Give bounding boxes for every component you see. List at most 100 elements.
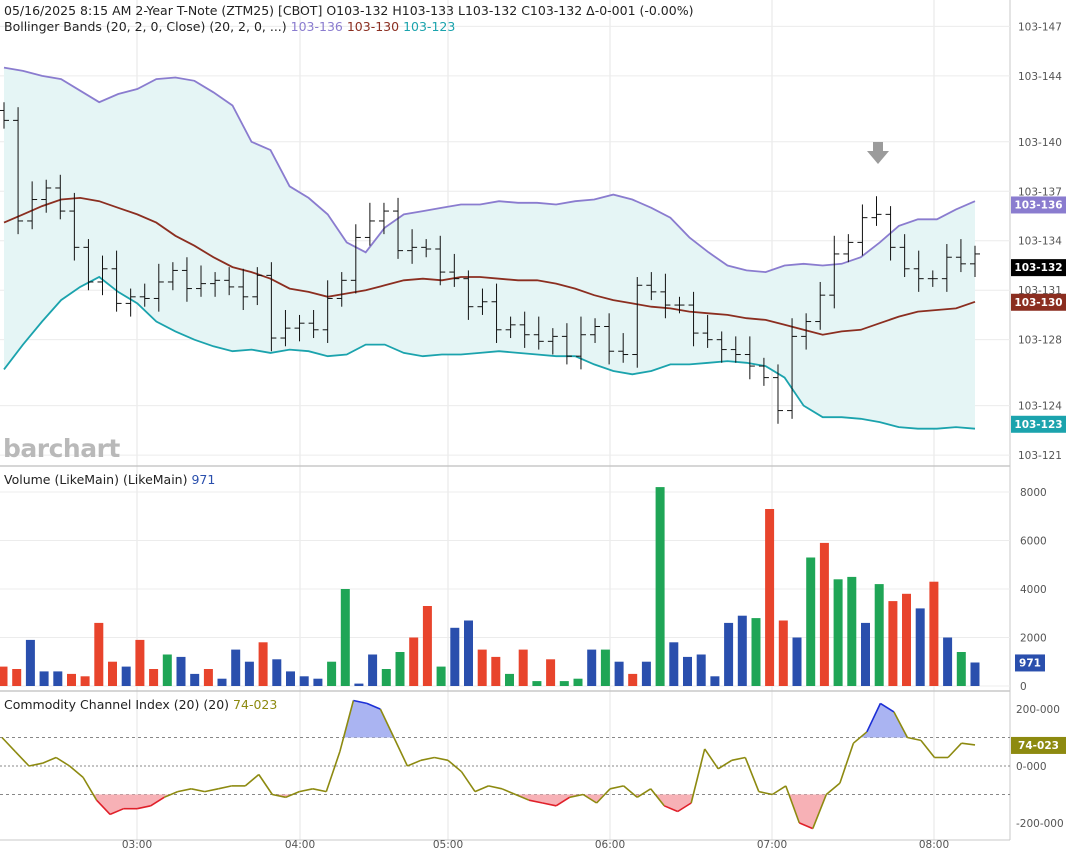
bollinger-lower-value: 103-123	[403, 19, 456, 34]
volume-bar	[806, 557, 816, 686]
cci-line-segment	[393, 737, 409, 767]
price-bar	[449, 253, 460, 287]
volume-bar	[915, 608, 925, 686]
cci-line-segment	[177, 788, 192, 793]
bollinger-lower-tag: 103-123	[1011, 415, 1066, 433]
cci-line-segment	[569, 793, 584, 799]
cci-line-segment	[690, 748, 706, 804]
price-bar	[702, 314, 713, 348]
cci-overbought-fill	[860, 703, 908, 738]
bollinger-upper-tag: 103-136	[1011, 196, 1066, 214]
volume-bar	[203, 669, 213, 686]
price-bar	[210, 272, 221, 297]
volume-bar	[327, 661, 337, 686]
price-bar	[646, 272, 657, 301]
time-tick-label: 06:00	[595, 839, 625, 851]
price-bar	[407, 229, 418, 264]
volume-bar	[436, 666, 446, 686]
volume-bar	[546, 659, 556, 686]
header-change: Δ-0-001 (-0.00%)	[586, 3, 694, 18]
time-tick-label: 04:00	[285, 839, 315, 851]
cci-line-segment	[258, 774, 273, 795]
price-bar	[955, 239, 966, 273]
volume-pane[interactable]	[0, 487, 980, 686]
price-bar	[280, 310, 291, 347]
price-pane[interactable]	[0, 66, 980, 430]
price-tick-label: 103-121	[1018, 450, 1062, 462]
volume-bar	[847, 576, 857, 686]
volume-bar	[67, 673, 76, 686]
cci-line-segment	[82, 776, 98, 801]
cci-line-segment	[366, 702, 381, 710]
cci-oversold-fill	[788, 794, 827, 829]
cci-line-segment	[69, 765, 84, 779]
header-close: C103-132	[521, 3, 583, 18]
cci-line-segment	[312, 788, 327, 793]
bollinger-header: Bollinger Bands (20, 2, 0, Close) (20, 2…	[4, 19, 455, 34]
volume-label: Volume (LikeMain)	[4, 472, 119, 487]
volume-bar	[902, 593, 911, 686]
cci-line-segment	[488, 785, 503, 790]
cci-line-segment	[28, 762, 43, 767]
volume-bar	[409, 637, 419, 686]
volume-bar	[587, 649, 597, 686]
cci-params: (20)	[203, 697, 230, 712]
bollinger-params: (20, 2, 0, ...)	[209, 19, 287, 34]
cci-pane[interactable]	[0, 699, 1010, 830]
cci-tick-label: -200-000	[1016, 818, 1064, 830]
price-bar	[463, 270, 474, 320]
volume-bar	[573, 678, 583, 686]
price-tick-label: 103-144	[1018, 71, 1062, 83]
cci-line-segment	[244, 773, 260, 787]
volume-bar	[724, 622, 734, 686]
volume-bar	[765, 509, 775, 686]
price-bar	[618, 333, 629, 363]
cci-line-segment	[920, 739, 936, 758]
volume-bar	[614, 661, 624, 686]
barchart-watermark: barchart	[3, 434, 120, 463]
volume-bar	[655, 487, 665, 686]
price-bar	[519, 311, 530, 348]
price-bar	[787, 318, 798, 419]
volume-value: 971	[191, 472, 216, 487]
cci-oversold-fill	[583, 794, 605, 803]
price-bar	[604, 313, 615, 365]
volume-bar	[108, 661, 117, 686]
volume-bar	[450, 627, 460, 686]
volume-bar	[532, 681, 542, 686]
cci-line-segment	[704, 748, 719, 770]
volume-bar	[53, 671, 63, 686]
price-bar	[27, 181, 38, 230]
cci-line-segment	[771, 785, 787, 796]
volume-bar	[792, 637, 802, 686]
cci-line-segment	[299, 788, 313, 793]
volume-bar	[970, 662, 980, 686]
header-low: L103-132	[458, 3, 518, 18]
cci-line-segment	[96, 799, 111, 815]
price-bar	[336, 272, 347, 307]
cci-oversold-fill	[93, 794, 171, 815]
volume-value-tag: 971	[1015, 654, 1045, 672]
price-bar	[125, 288, 136, 317]
cci-line-segment	[434, 756, 449, 762]
volume-bar	[751, 618, 761, 686]
svg-text:103-136: 103-136	[1014, 199, 1062, 211]
volume-bar	[778, 620, 788, 686]
volume-bar	[683, 656, 692, 686]
time-tick-label: 08:00	[919, 839, 949, 851]
price-bar	[378, 202, 389, 235]
cci-line-segment	[339, 700, 355, 753]
price-bar	[674, 296, 685, 314]
price-bar	[308, 310, 319, 339]
price-bar	[801, 313, 812, 350]
volume-bar	[80, 676, 90, 686]
axes: 103-147 103-144 103-140 103-137 103-134 103-1…	[122, 21, 1066, 851]
down-arrow-marker	[867, 142, 889, 164]
bollinger-label: Bollinger Bands (20, 2, 0, Close)	[4, 19, 206, 34]
volume-bar	[628, 673, 638, 686]
cci-line-segment	[515, 793, 530, 801]
price-bar	[167, 262, 178, 291]
volume-bar	[505, 673, 514, 686]
svg-text:74-023: 74-023	[1018, 740, 1059, 752]
price-bar	[758, 357, 769, 386]
